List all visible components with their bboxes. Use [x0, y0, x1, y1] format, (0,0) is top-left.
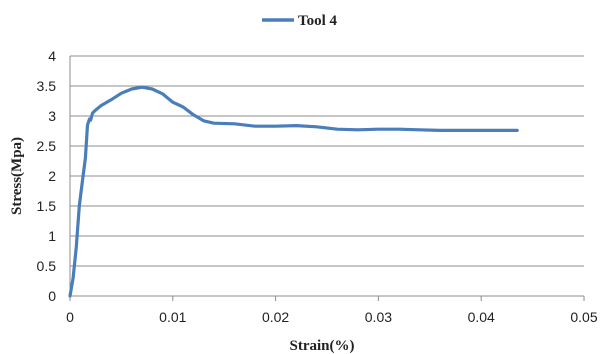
x-tick-label: 0.04 — [468, 309, 495, 325]
x-axis-title: Strain(%) — [290, 338, 355, 354]
x-tick-label: 0.03 — [365, 309, 392, 325]
y-tick-label: 0.5 — [37, 258, 57, 274]
y-tick-label: 2.5 — [37, 138, 57, 154]
x-tick-label: 0 — [66, 309, 74, 325]
x-tick-label: 0.01 — [159, 309, 186, 325]
x-tick-label: 0.05 — [570, 309, 597, 325]
legend-label: Tool 4 — [298, 13, 338, 29]
y-tick-label: 3.5 — [37, 78, 57, 94]
y-axis-ticks: 0 0.5 1 1.5 2 2.5 3 3.5 4 — [37, 48, 57, 304]
series-lines — [68, 85, 519, 298]
y-tick-label: 1.5 — [37, 198, 57, 214]
y-tick-label: 3 — [48, 108, 56, 124]
x-tick-label: 0.02 — [262, 309, 289, 325]
y-tick-label: 0 — [48, 288, 56, 304]
series-line-tool-4 — [68, 85, 519, 298]
gridlines — [70, 55, 584, 267]
x-axis-ticks: 0 0.01 0.02 0.03 0.04 0.05 — [66, 296, 598, 325]
legend: Tool 4 — [262, 13, 338, 29]
y-tick-label: 1 — [48, 228, 56, 244]
y-axis-title: Stress(Mpa) — [9, 137, 25, 215]
y-tick-label: 2 — [48, 168, 56, 184]
y-tick-label: 4 — [48, 48, 56, 64]
axes — [69, 56, 584, 297]
